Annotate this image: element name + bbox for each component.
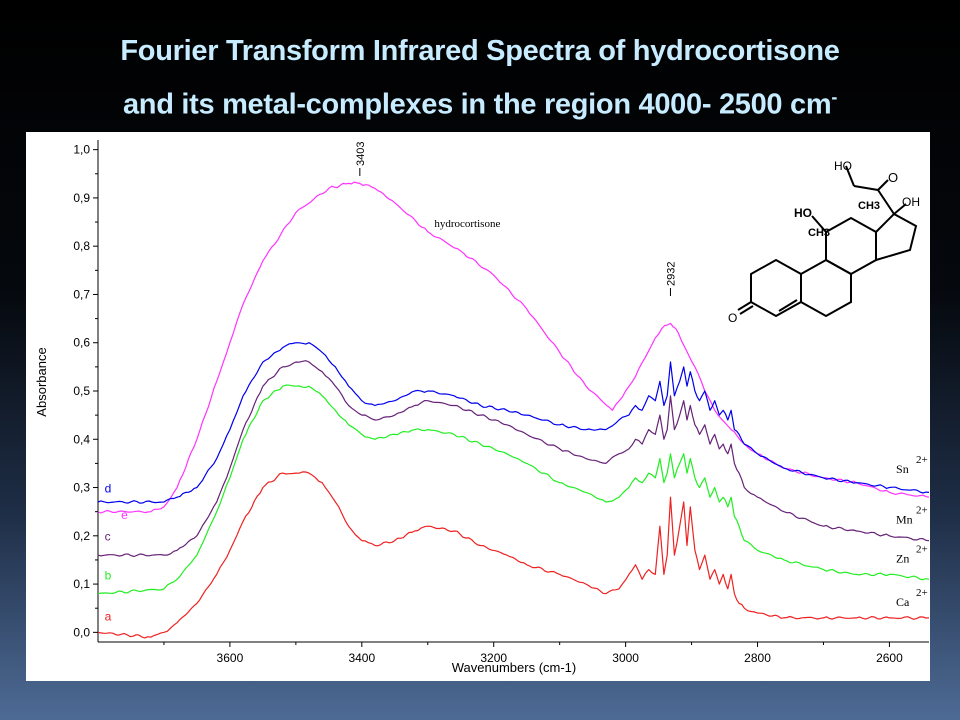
ho-11-bond xyxy=(811,215,827,233)
structure-label-ch3-upper: CH3 xyxy=(858,200,880,212)
structure-label-ch3-lower: CH3 xyxy=(808,227,830,239)
spectrum-panel: 0,0 0,1 0,2 0,3 0,4 0,5 0,6 0,7 0,8 0,9 1,0 3600 34… xyxy=(26,132,930,681)
x-tick-label: 3200 xyxy=(480,651,507,665)
title-line-2-text: and its metal-complexes in the region 40… xyxy=(122,88,832,121)
y-tick-label: 0,2 xyxy=(73,529,90,543)
series-line-c xyxy=(97,360,930,558)
y-tick-label: 1,0 xyxy=(73,143,90,157)
structure-label-oh: OH xyxy=(902,195,920,209)
y-tick-label: 0,5 xyxy=(73,384,90,398)
ring-b xyxy=(800,258,852,318)
y-tick-label: 0,7 xyxy=(73,287,90,301)
peak-label: 2932 xyxy=(665,262,677,286)
title-line-2: and its metal-complexes in the region 40… xyxy=(0,74,960,128)
x-ticks: 3600 3400 3200 3000 2800 2600 xyxy=(163,642,903,665)
y-tick-label: 0,4 xyxy=(73,432,90,446)
side-chain-2 xyxy=(853,185,879,191)
ring-a-double-bond xyxy=(778,299,798,312)
structure-label-ho: HO xyxy=(794,206,812,220)
structure-label-o-top: O xyxy=(888,170,898,185)
ketone-bond xyxy=(737,301,752,311)
structure-label-o-ketone: O xyxy=(728,311,737,325)
y-axis-label: Absorbance xyxy=(34,347,49,416)
series-ion-label: Sn xyxy=(896,462,909,476)
y-tick-label: 0,8 xyxy=(73,239,90,253)
labels-layer: edSn2+cMn2+bZn2+aCa2+hydrocortisone34032… xyxy=(105,142,928,624)
series-ion-charge: 2+ xyxy=(916,543,928,555)
x-tick-label: 3600 xyxy=(217,651,244,665)
hydrocortisone-annotation: hydrocortisone xyxy=(434,218,500,230)
ftir-chart: 0,0 0,1 0,2 0,3 0,4 0,5 0,6 0,7 0,8 0,9 1,0 3600 34… xyxy=(34,140,930,675)
series-ion-charge: 2+ xyxy=(916,454,928,466)
series-ion-label: Mn xyxy=(896,513,913,527)
ketone-bond-2 xyxy=(739,305,754,315)
series-letter-c: c xyxy=(105,530,111,544)
peak-label: 3403 xyxy=(355,142,367,166)
x-tick-label: 2800 xyxy=(744,651,771,665)
series-layer xyxy=(97,181,930,639)
series-line-b xyxy=(97,384,930,595)
y-ticks: 0,0 0,1 0,2 0,3 0,4 0,5 0,6 0,7 0,8 0,9 1,0 xyxy=(73,143,98,639)
series-ion-label: Ca xyxy=(896,595,910,609)
series-letter-e: e xyxy=(121,508,128,522)
ring-c xyxy=(825,216,877,276)
structure-label-ho-top: HO xyxy=(834,159,852,173)
series-letter-a: a xyxy=(105,609,112,623)
y-tick-label: 0,6 xyxy=(73,336,90,350)
side-chain-3 xyxy=(845,165,855,187)
series-line-d xyxy=(97,342,930,504)
y-tick-label: 0,0 xyxy=(73,625,90,639)
series-line-a xyxy=(97,471,930,639)
carbonyl-1 xyxy=(877,179,889,191)
series-ion-label: Zn xyxy=(896,551,909,565)
title-superscript: - xyxy=(831,87,838,107)
hydrocortisone-structure-image: HO O OH HO CH3 CH3 O xyxy=(728,159,920,325)
y-tick-label: 0,3 xyxy=(73,481,90,495)
ring-a xyxy=(750,258,802,318)
series-line-e xyxy=(97,181,930,514)
y-tick-label: 0,1 xyxy=(73,577,90,591)
x-axis-label: Wavenumbers (cm-1) xyxy=(452,660,576,675)
series-ion-charge: 2+ xyxy=(916,505,928,517)
oh-17-bond xyxy=(893,203,907,215)
x-tick-label: 2600 xyxy=(876,651,903,665)
y-tick-label: 0,9 xyxy=(73,191,90,205)
side-chain-1 xyxy=(877,189,895,215)
x-tick-label: 3000 xyxy=(612,651,639,665)
series-letter-d: d xyxy=(105,481,112,495)
slide-title: Fourier Transform Infrared Spectra of hy… xyxy=(0,28,960,128)
series-ion-charge: 2+ xyxy=(916,587,928,599)
series-letter-b: b xyxy=(105,568,112,582)
x-tick-label: 3400 xyxy=(348,651,375,665)
title-line-1: Fourier Transform Infrared Spectra of hy… xyxy=(120,35,840,67)
ring-d xyxy=(875,212,918,262)
